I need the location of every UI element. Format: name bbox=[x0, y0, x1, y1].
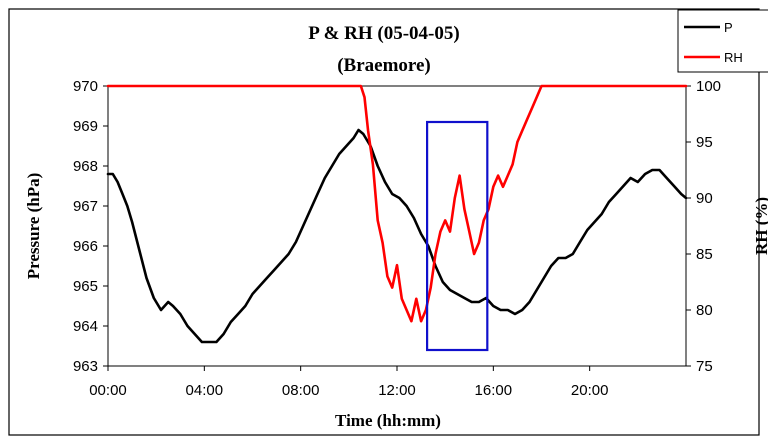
highlight-box bbox=[426, 120, 489, 352]
chart-title: P & RH (05-04-05) bbox=[308, 23, 459, 44]
x-tick-label: 20:00 bbox=[571, 382, 609, 399]
legend: P RH bbox=[677, 9, 768, 73]
x-tick-label: 12:00 bbox=[378, 382, 416, 399]
y2-tick-label: 85 bbox=[696, 246, 713, 263]
y2-tick-label: 80 bbox=[696, 302, 713, 319]
x-tick-label: 04:00 bbox=[186, 382, 224, 399]
plot-area bbox=[107, 85, 687, 367]
x-axis-title: Time (hh:mm) bbox=[335, 411, 441, 430]
y2-tick-label: 90 bbox=[696, 190, 713, 207]
series-line-rh bbox=[106, 84, 688, 323]
x-tick-label: 00:00 bbox=[89, 382, 127, 399]
series-line-p bbox=[106, 128, 688, 344]
y-tick-label: 970 bbox=[73, 78, 98, 95]
y-tick-label: 963 bbox=[73, 358, 98, 375]
y-tick-label: 964 bbox=[73, 318, 98, 335]
x-tick-label: 16:00 bbox=[475, 382, 513, 399]
y-tick-label: 966 bbox=[73, 238, 98, 255]
y2-tick-label: 100 bbox=[696, 78, 721, 95]
y-tick-label: 968 bbox=[73, 158, 98, 175]
series-layer bbox=[106, 84, 688, 344]
axis-ticks-group: 00:00 04:00 08:00 12:00 16:00 20:00 970 969 968 9… bbox=[73, 78, 721, 399]
x-tick-label: 08:00 bbox=[282, 382, 320, 399]
chart-subtitle: (Braemore) bbox=[337, 55, 431, 76]
legend-box bbox=[677, 9, 768, 73]
highlight-layer bbox=[426, 120, 489, 352]
y-axis-title: Pressure (hPa) bbox=[24, 173, 43, 280]
y-tick-label: 969 bbox=[73, 118, 98, 135]
legend-label-rh: RH bbox=[724, 50, 743, 65]
y2-tick-label: 75 bbox=[696, 358, 713, 375]
y-tick-label: 965 bbox=[73, 278, 98, 295]
y-tick-label: 967 bbox=[73, 198, 98, 215]
y2-axis-title: RH (%) bbox=[752, 197, 768, 255]
legend-label-p: P bbox=[724, 20, 733, 35]
y2-tick-label: 95 bbox=[696, 134, 713, 151]
